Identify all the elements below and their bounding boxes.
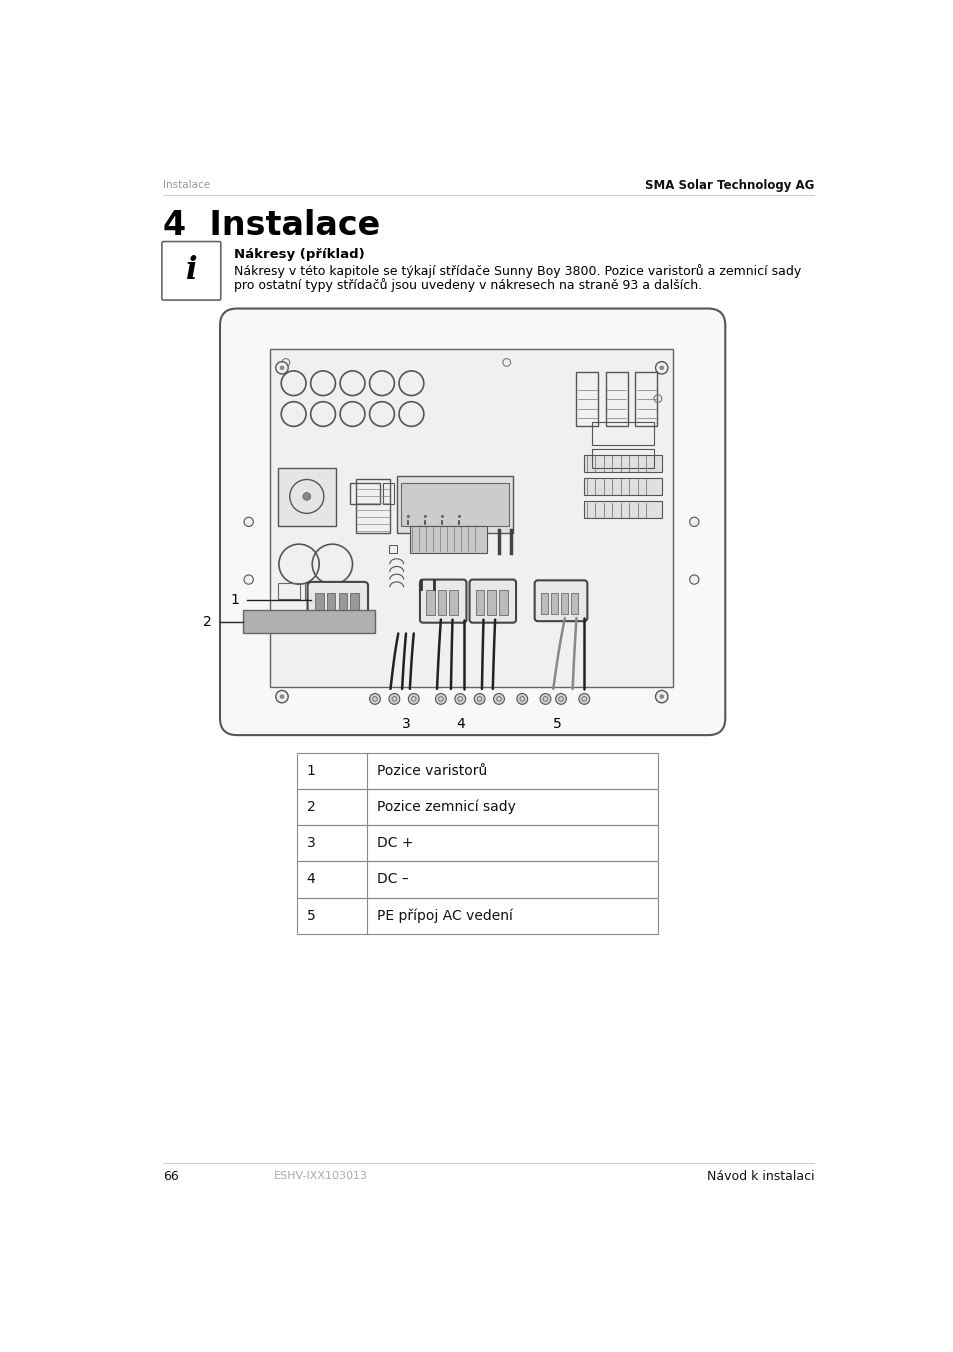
Text: pro ostatní typy střídačů jsou uvedeny v nákresech na straně 93 a dalších.: pro ostatní typy střídačů jsou uvedeny v… (233, 277, 701, 292)
Text: 4: 4 (456, 718, 464, 731)
Bar (487, 591, 496, 615)
Bar (382, 483, 394, 504)
Circle shape (389, 694, 399, 704)
Circle shape (474, 694, 484, 704)
FancyBboxPatch shape (534, 580, 587, 621)
Bar (297, 898, 658, 934)
Text: 2: 2 (203, 615, 212, 629)
Circle shape (493, 694, 504, 704)
Circle shape (435, 694, 446, 704)
Circle shape (244, 518, 253, 526)
Text: Nákresy v této kapitole se týkají střídače Sunny Boy 3800. Pozice varistorů a ze: Nákresy v této kapitole se týkají střída… (233, 264, 801, 277)
Bar (327, 592, 335, 615)
Circle shape (279, 695, 284, 699)
Text: i: i (185, 256, 197, 287)
Bar (550, 592, 558, 614)
Text: 1: 1 (307, 764, 315, 777)
Bar (396, 476, 513, 534)
Text: 5: 5 (307, 909, 315, 922)
Bar (355, 480, 390, 534)
Circle shape (659, 365, 663, 370)
Bar (592, 422, 654, 445)
Circle shape (689, 518, 699, 526)
Text: SMA Solar Technology AG: SMA Solar Technology AG (644, 178, 814, 192)
Bar (560, 592, 567, 614)
Circle shape (555, 694, 566, 704)
Text: Návod k instalaci: Návod k instalaci (706, 1169, 814, 1183)
Bar (583, 454, 661, 472)
Circle shape (539, 694, 550, 704)
Circle shape (279, 365, 284, 370)
Bar (297, 753, 658, 790)
Circle shape (455, 694, 465, 704)
Circle shape (303, 492, 311, 500)
Text: ESHV-IXX103013: ESHV-IXX103013 (274, 1171, 368, 1182)
Text: PE přípoj AC vedení: PE přípoj AC vedení (376, 909, 512, 923)
Circle shape (423, 515, 427, 518)
Bar (583, 479, 661, 495)
Bar (270, 349, 673, 687)
FancyBboxPatch shape (469, 580, 516, 623)
FancyBboxPatch shape (162, 242, 220, 300)
Text: 1: 1 (231, 594, 239, 607)
Text: 3: 3 (307, 837, 315, 850)
Circle shape (406, 515, 410, 518)
Text: Pozice zemnicí sady: Pozice zemnicí sady (376, 800, 515, 814)
Bar (476, 591, 484, 615)
Text: 5: 5 (552, 718, 561, 731)
Text: 66: 66 (163, 1169, 179, 1183)
Bar (635, 372, 657, 426)
Bar (389, 545, 396, 553)
Bar (410, 526, 487, 553)
Circle shape (655, 691, 667, 703)
Bar (449, 591, 457, 615)
Circle shape (689, 575, 699, 584)
Circle shape (659, 695, 663, 699)
Bar (437, 591, 446, 615)
Bar (592, 449, 654, 468)
FancyBboxPatch shape (307, 581, 368, 623)
Text: Instalace: Instalace (163, 180, 211, 191)
Bar (350, 592, 358, 615)
Bar (297, 790, 658, 825)
Bar (583, 502, 661, 518)
Bar (278, 584, 299, 599)
Bar (338, 592, 347, 615)
Bar (400, 483, 509, 526)
Bar (576, 372, 598, 426)
Bar (243, 610, 375, 634)
FancyBboxPatch shape (419, 580, 466, 623)
Text: 3: 3 (401, 718, 410, 731)
Circle shape (244, 575, 253, 584)
Bar (278, 468, 335, 526)
Bar (571, 592, 578, 614)
Circle shape (655, 362, 667, 375)
Text: DC –: DC – (376, 872, 408, 887)
Bar (297, 825, 658, 861)
Bar (315, 592, 323, 615)
Circle shape (517, 694, 527, 704)
Circle shape (457, 515, 460, 518)
Circle shape (275, 691, 288, 703)
Bar (540, 592, 547, 614)
Text: Nákresy (příklad): Nákresy (příklad) (233, 249, 364, 261)
Text: 4: 4 (307, 872, 315, 887)
Bar (350, 483, 379, 504)
Bar (297, 861, 658, 898)
Bar (305, 584, 327, 599)
Bar (426, 591, 435, 615)
Circle shape (369, 694, 380, 704)
Bar (605, 372, 627, 426)
Text: DC +: DC + (376, 837, 413, 850)
Circle shape (440, 515, 443, 518)
Circle shape (408, 694, 418, 704)
Bar (498, 591, 507, 615)
Text: Pozice varistorů: Pozice varistorů (376, 764, 486, 777)
Circle shape (275, 362, 288, 375)
Text: 2: 2 (307, 800, 315, 814)
Text: 4  Instalace: 4 Instalace (163, 208, 380, 242)
Circle shape (578, 694, 589, 704)
FancyBboxPatch shape (220, 308, 724, 735)
